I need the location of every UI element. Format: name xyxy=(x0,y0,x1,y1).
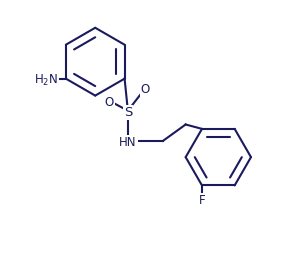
Text: F: F xyxy=(199,194,205,207)
Text: O: O xyxy=(104,96,114,109)
Text: S: S xyxy=(124,106,132,119)
Text: O: O xyxy=(141,83,150,96)
Text: H$_2$N: H$_2$N xyxy=(34,73,58,88)
Text: HN: HN xyxy=(119,136,136,149)
